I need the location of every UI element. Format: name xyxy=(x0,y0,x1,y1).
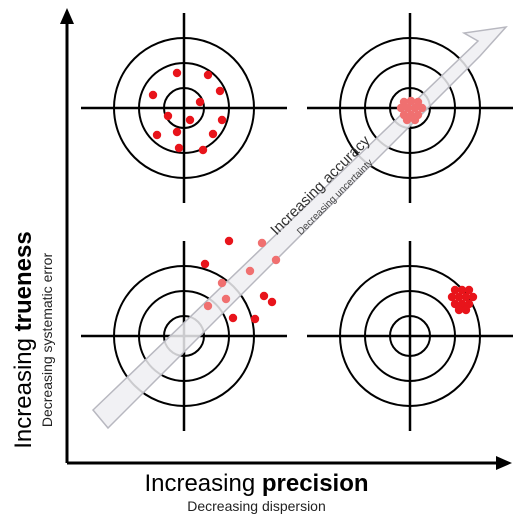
dot-top-left xyxy=(217,115,227,125)
target-bottom-right xyxy=(307,241,513,431)
x-axis-label: Increasing precision xyxy=(0,470,513,498)
y-axis-label-prefix: Increasing xyxy=(10,331,37,449)
accuracy-arrow: Increasing accuracy Decreasing uncertain… xyxy=(91,25,508,430)
dot-bottom-right xyxy=(454,292,464,302)
dot-top-left xyxy=(203,70,213,80)
x-axis-sublabel: Decreasing dispersion xyxy=(187,498,326,514)
dot-top-left xyxy=(163,111,173,121)
dot-top-left xyxy=(148,90,158,100)
dot-bottom-right xyxy=(468,292,478,302)
dot-bottom-left xyxy=(257,238,267,248)
dot-top-right xyxy=(410,103,420,113)
target-top-left xyxy=(81,13,287,203)
dot-bottom-left xyxy=(224,236,234,246)
dot-top-left xyxy=(174,143,184,153)
dot-bottom-right xyxy=(450,285,460,295)
y-axis-arrowhead xyxy=(60,8,74,24)
accuracy-arrow-body xyxy=(91,25,508,430)
dot-bottom-right xyxy=(457,285,467,295)
y-axis-label: Increasing trueness xyxy=(10,180,38,500)
dot-bottom-left xyxy=(203,301,213,311)
dot-bottom-right xyxy=(454,305,464,315)
dot-top-left xyxy=(208,129,218,139)
dot-top-left xyxy=(172,127,182,137)
dot-top-left xyxy=(172,68,182,78)
dot-top-left xyxy=(185,115,195,125)
x-axis-label-prefix: Increasing xyxy=(144,470,262,497)
dot-top-right xyxy=(406,96,416,106)
dot-top-left xyxy=(152,130,162,140)
dot-top-left xyxy=(215,86,225,96)
dot-bottom-right xyxy=(450,299,460,309)
dot-top-right xyxy=(396,103,406,113)
dot-bottom-left xyxy=(228,313,238,323)
dot-bottom-left xyxy=(271,255,281,265)
dot-bottom-left xyxy=(250,314,260,324)
dot-top-left xyxy=(195,97,205,107)
dot-bottom-left xyxy=(245,266,255,276)
dot-top-right xyxy=(417,103,427,113)
dot-bottom-right xyxy=(447,292,457,302)
y-axis-label-group: Increasing trueness Decreasing systemati… xyxy=(10,180,70,500)
dots-front xyxy=(200,96,478,324)
x-axis-label-bold: precision xyxy=(261,470,369,497)
dot-bottom-left xyxy=(217,278,227,288)
y-axis-sublabel: Decreasing systematic error xyxy=(39,252,55,428)
x-axis-arrowhead xyxy=(496,456,512,470)
dot-bottom-right xyxy=(464,285,474,295)
dot-bottom-right xyxy=(461,305,471,315)
dot-top-right xyxy=(403,103,413,113)
dot-bottom-left xyxy=(259,291,269,301)
dot-top-left xyxy=(198,145,208,155)
dot-top-right xyxy=(402,115,412,125)
dot-bottom-left xyxy=(221,294,231,304)
y-axis-label-bold: trueness xyxy=(10,231,37,332)
dot-bottom-left xyxy=(200,259,210,269)
dot-top-right xyxy=(410,115,420,125)
dot-bottom-right xyxy=(461,292,471,302)
dots-top-left xyxy=(148,68,227,155)
accuracy-arrow-label: Increasing accuracy xyxy=(267,132,374,239)
dot-bottom-left xyxy=(267,297,277,307)
